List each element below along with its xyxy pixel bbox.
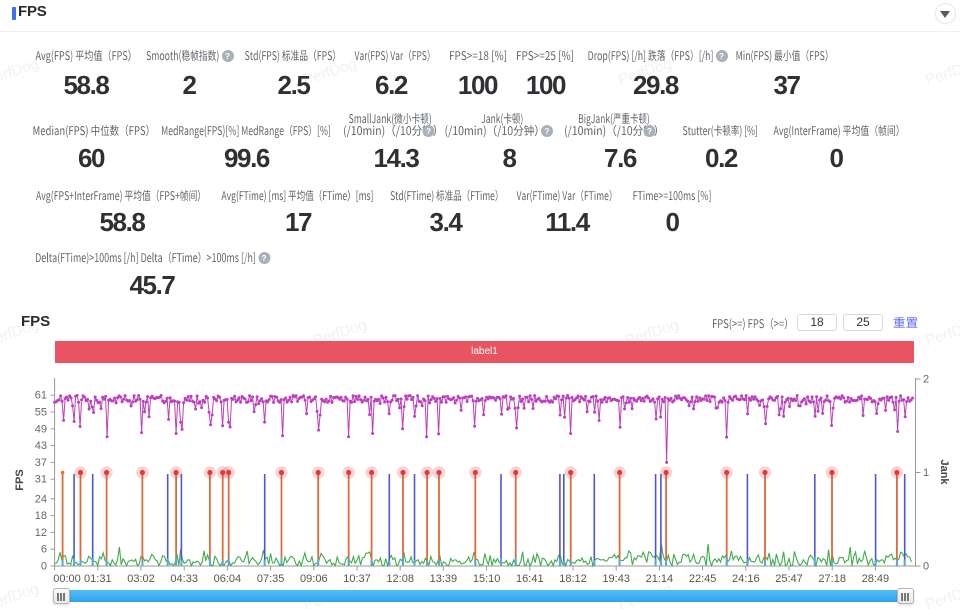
svg-text:10:37: 10:37 xyxy=(343,573,371,585)
svg-text:03:02: 03:02 xyxy=(127,573,155,585)
svg-text:15:10: 15:10 xyxy=(473,573,501,585)
svg-text:FPS: FPS xyxy=(14,469,26,490)
svg-text:43: 43 xyxy=(35,440,47,452)
svg-text:55: 55 xyxy=(35,407,47,419)
svg-text:27:18: 27:18 xyxy=(818,573,846,585)
svg-text:19:43: 19:43 xyxy=(602,573,630,585)
svg-text:0: 0 xyxy=(41,561,47,573)
svg-text:37: 37 xyxy=(35,457,47,469)
svg-text:28:49: 28:49 xyxy=(862,573,890,585)
svg-text:1: 1 xyxy=(923,467,929,479)
svg-text:2: 2 xyxy=(923,374,929,386)
svg-text:24: 24 xyxy=(35,493,47,505)
svg-text:6: 6 xyxy=(41,544,47,556)
svg-text:01:31: 01:31 xyxy=(84,573,112,585)
svg-text:0: 0 xyxy=(923,561,929,573)
svg-text:21:14: 21:14 xyxy=(646,573,674,585)
svg-text:12:08: 12:08 xyxy=(386,573,414,585)
svg-text:31: 31 xyxy=(35,474,47,486)
svg-text:12: 12 xyxy=(35,527,47,539)
svg-text:04:33: 04:33 xyxy=(170,573,198,585)
svg-text:Jank: Jank xyxy=(938,459,950,485)
svg-text:25:47: 25:47 xyxy=(775,573,803,585)
svg-text:49: 49 xyxy=(35,423,47,435)
svg-text:18: 18 xyxy=(35,510,47,522)
svg-text:61: 61 xyxy=(35,390,47,402)
svg-text:13:39: 13:39 xyxy=(430,573,458,585)
svg-text:06:04: 06:04 xyxy=(214,573,242,585)
svg-text:22:45: 22:45 xyxy=(689,573,717,585)
svg-text:24:16: 24:16 xyxy=(732,573,760,585)
svg-text:00:00: 00:00 xyxy=(53,573,81,585)
svg-text:09:06: 09:06 xyxy=(300,573,328,585)
svg-text:07:35: 07:35 xyxy=(257,573,285,585)
svg-text:16:41: 16:41 xyxy=(516,573,544,585)
svg-text:18:12: 18:12 xyxy=(559,573,587,585)
